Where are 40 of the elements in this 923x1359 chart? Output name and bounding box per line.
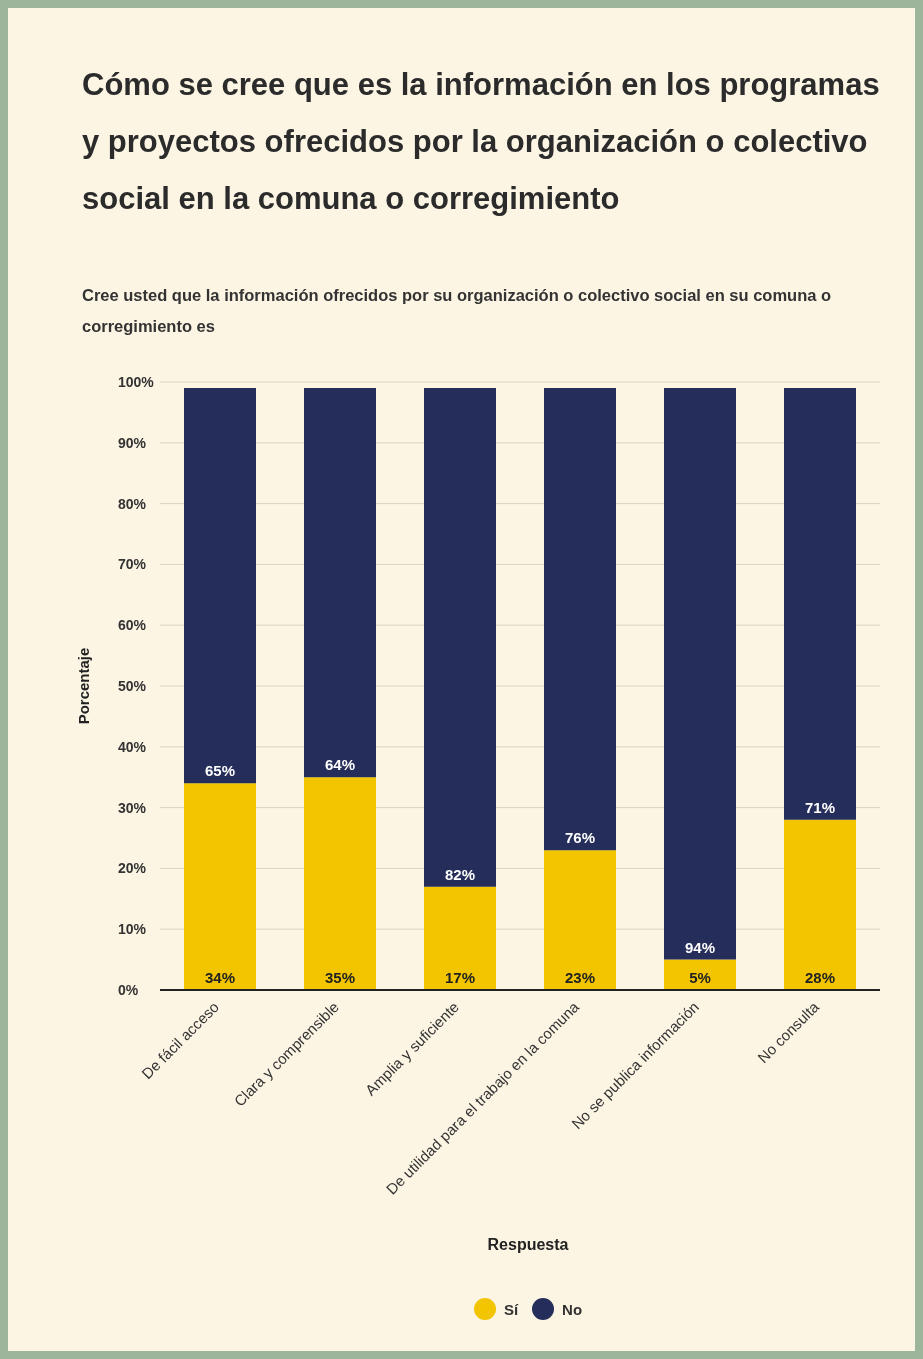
y-tick-label: 0%	[118, 981, 139, 998]
y-tick-label: 10%	[118, 921, 147, 938]
y-tick-label: 100%	[118, 373, 155, 390]
y-tick-label: 80%	[118, 495, 147, 512]
bar	[184, 783, 256, 990]
chart-title: Cómo se cree que es la información en los programas y proyectos ofrecidos por la organización o colectivo social en la comuna o corregimiento	[82, 66, 881, 218]
bar	[424, 886, 496, 990]
y-tick-label: 30%	[118, 799, 147, 816]
y-tick-label: 50%	[118, 677, 147, 694]
bar	[424, 388, 496, 887]
y-tick-label: 20%	[118, 860, 147, 877]
bar	[304, 388, 376, 778]
y-tick-label: 90%	[118, 434, 147, 451]
bar	[544, 388, 616, 851]
bar	[664, 388, 736, 960]
y-tick-label: 70%	[118, 556, 147, 573]
x-axis-title: Respuesta	[486, 1236, 570, 1254]
data-label: 35%	[324, 969, 356, 986]
bar	[304, 777, 376, 990]
data-label: 65%	[204, 762, 236, 780]
chart-subtitle: Cree usted que la información ofrecidos por su organización o colectivo social en su comuna o corregimiento es	[82, 285, 833, 337]
legend-label: No	[562, 1300, 583, 1318]
bar	[184, 388, 256, 784]
data-label: 64%	[324, 756, 356, 774]
data-label: 71%	[804, 798, 836, 816]
data-label: 28%	[804, 969, 836, 986]
data-label: 17%	[444, 969, 476, 986]
data-label: 82%	[444, 865, 476, 883]
bar	[784, 819, 856, 990]
y-tick-label: 60%	[118, 617, 147, 634]
y-tick-label: 40%	[118, 738, 147, 755]
data-label: 34%	[204, 969, 236, 986]
data-label: 5%	[689, 969, 711, 986]
data-label: 76%	[564, 829, 596, 847]
bar	[784, 388, 856, 820]
data-label: 23%	[564, 969, 596, 986]
y-axis-title: Porcentaje	[75, 647, 93, 725]
legend-label: Sí	[503, 1300, 519, 1318]
bar	[544, 850, 616, 990]
data-label: 94%	[684, 938, 716, 956]
